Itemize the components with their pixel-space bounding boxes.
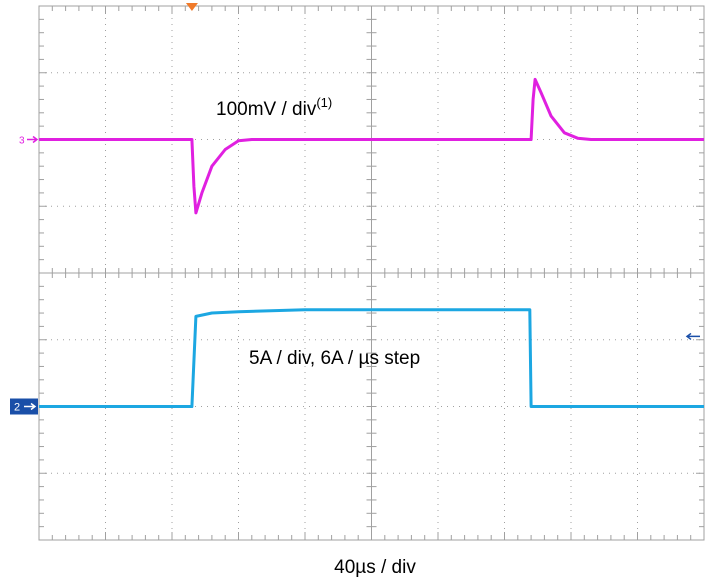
channel-3-trace — [39, 77, 704, 215]
graticule — [38, 5, 705, 541]
channel-2-label: 5A / div, 6A / µs step — [249, 348, 420, 369]
marker-layer: 32 — [10, 3, 700, 415]
channel-3-label-superscript: (1) — [316, 95, 332, 110]
channel-3-ground-arrow-icon — [27, 135, 39, 144]
channel-2-ground-arrow-icon — [24, 402, 37, 411]
trace-layer — [39, 77, 704, 408]
channel-3-ground-marker: 3 — [19, 136, 25, 147]
channel-2-ground-marker-label: 2 — [14, 402, 20, 414]
channel-2-trace — [39, 308, 704, 408]
trigger-marker-icon — [185, 3, 198, 11]
channel-2-reference-arrow-icon — [685, 332, 700, 341]
channel-3-label: 100mV / div(1) — [216, 95, 332, 120]
x-axis-label: 40µs / div — [334, 557, 416, 578]
